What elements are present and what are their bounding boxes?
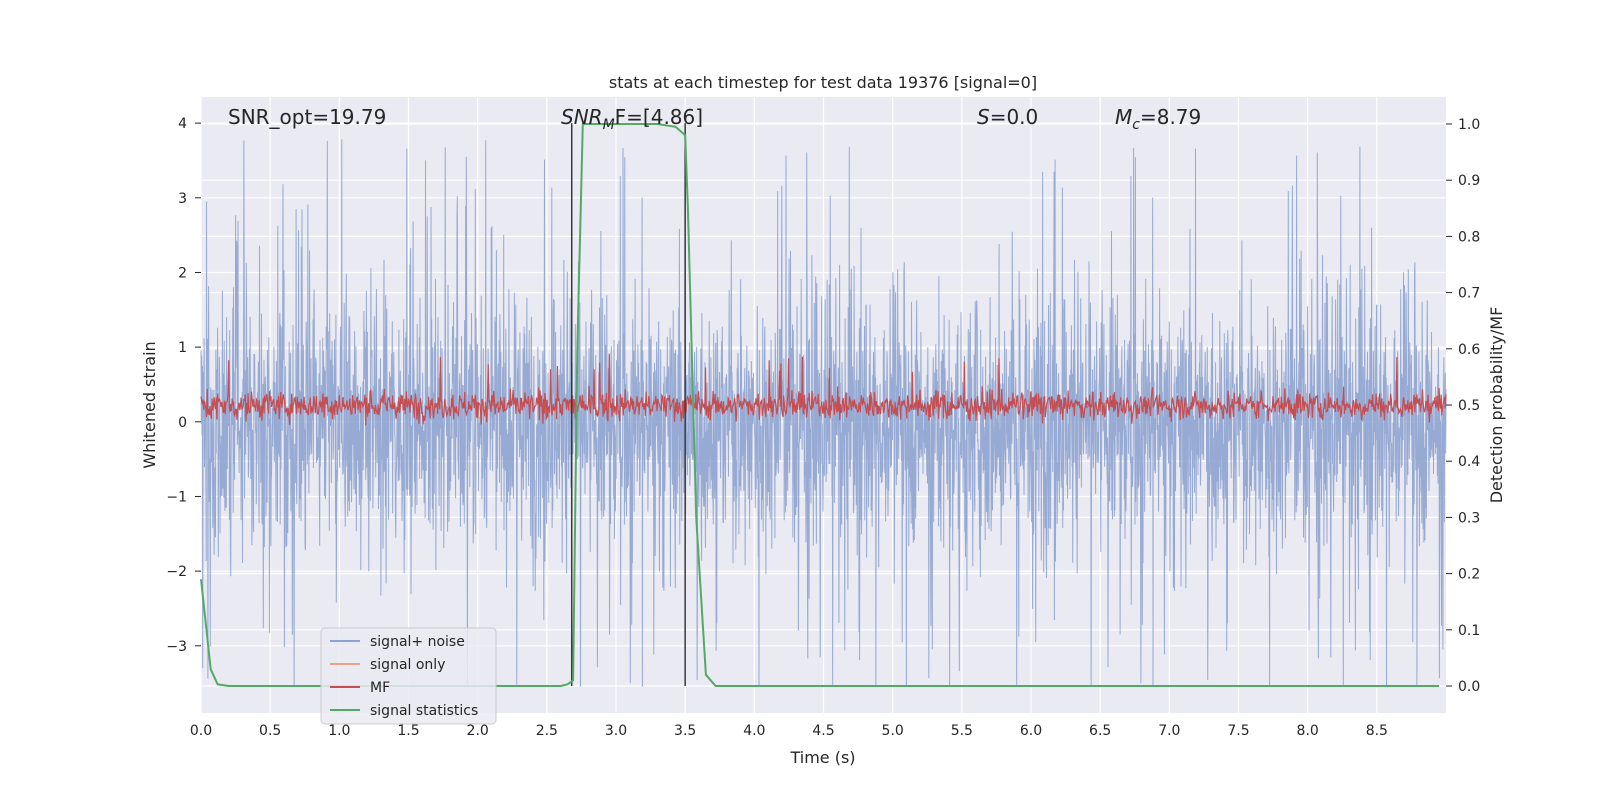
- y-right-tick-label: 1.0: [1458, 117, 1480, 133]
- x-axis-label: Time (s): [789, 748, 855, 767]
- y-right-axis-label: Detection probability/MF: [1487, 307, 1506, 504]
- vertical-markers: [570, 123, 686, 687]
- annotation-snr-mf: SNRMF=[4.86]: [561, 105, 703, 133]
- chart-title: stats at each timestep for test data 193…: [609, 73, 1037, 92]
- x-tick-label: 1.0: [328, 723, 350, 739]
- x-tick-label: 4.5: [812, 723, 834, 739]
- annotation-s: S=0.0: [977, 105, 1038, 129]
- annotation-snr-opt: SNR_opt=19.79: [228, 105, 386, 129]
- x-tick-label: 6.0: [1020, 723, 1042, 739]
- x-tick-label: 5.0: [882, 723, 904, 739]
- x-tick-label: 2.5: [536, 723, 558, 739]
- y-right-tick-label: 0.4: [1458, 454, 1480, 470]
- x-tick-label: 3.5: [674, 723, 696, 739]
- legend: signal+ noise signal only MF signal stat…: [320, 627, 497, 725]
- y-right-tick-label: 0.7: [1458, 286, 1480, 302]
- x-tick-label: 0.5: [259, 723, 281, 739]
- x-tick-label: 8.5: [1366, 723, 1388, 739]
- y-right-tick-label: 0.8: [1458, 229, 1480, 245]
- x-tick-label: 7.5: [1227, 723, 1249, 739]
- y-right-tick-label: 0.1: [1458, 623, 1480, 639]
- y-tick-label: 3: [178, 191, 187, 207]
- y-tick-label: −3: [166, 639, 187, 655]
- legend-label-mf: MF: [370, 680, 390, 696]
- y-tick-label: 4: [178, 116, 187, 132]
- y-tick-label: −2: [166, 564, 187, 580]
- y-tick-label: 1: [178, 340, 187, 356]
- x-tick-label: 7.0: [1158, 723, 1180, 739]
- legend-box: [320, 627, 497, 725]
- x-tick-label: 5.5: [951, 723, 973, 739]
- y-tick-label: 0: [178, 415, 187, 431]
- annotation-mc: Mc=8.79: [1115, 105, 1201, 133]
- y-tick-label: −1: [166, 489, 187, 505]
- y-right-tick-label: 0.3: [1458, 510, 1480, 526]
- legend-label-signal-noise: signal+ noise: [370, 634, 465, 650]
- x-tick-label: 2.0: [467, 723, 489, 739]
- signal-statistics-line: [200, 123, 1440, 687]
- series-mf: [200, 353, 1447, 426]
- legend-label-signal-only: signal only: [370, 657, 445, 673]
- mf-trace: [200, 353, 1447, 426]
- y-right-tick-label: 0.6: [1458, 342, 1480, 358]
- y-right-tick-label: 0.0: [1458, 679, 1480, 695]
- x-tick-label: 1.5: [397, 723, 419, 739]
- legend-label-signal-statistics: signal statistics: [370, 703, 478, 719]
- x-tick-label: 3.0: [605, 723, 627, 739]
- series-signal-statistics: [200, 123, 1440, 687]
- y-right-tick-label: 0.2: [1458, 567, 1480, 583]
- y-axis-label: Whitened strain: [140, 341, 159, 468]
- x-tick-label: 0.0: [190, 723, 212, 739]
- x-tick-label: 4.0: [743, 723, 765, 739]
- tick-labels: 0.0 0.5 1.0 1.5 2.0 2.5 3.0 3.5 4.0 4.5 5.0 5.5 6.0 6…: [166, 116, 1480, 739]
- x-tick-label: 8.0: [1297, 723, 1319, 739]
- y-tick-label: 2: [178, 265, 187, 281]
- x-tick-label: 6.5: [1089, 723, 1111, 739]
- y-right-tick-label: 0.9: [1458, 173, 1480, 189]
- y-right-tick-label: 0.5: [1458, 398, 1480, 414]
